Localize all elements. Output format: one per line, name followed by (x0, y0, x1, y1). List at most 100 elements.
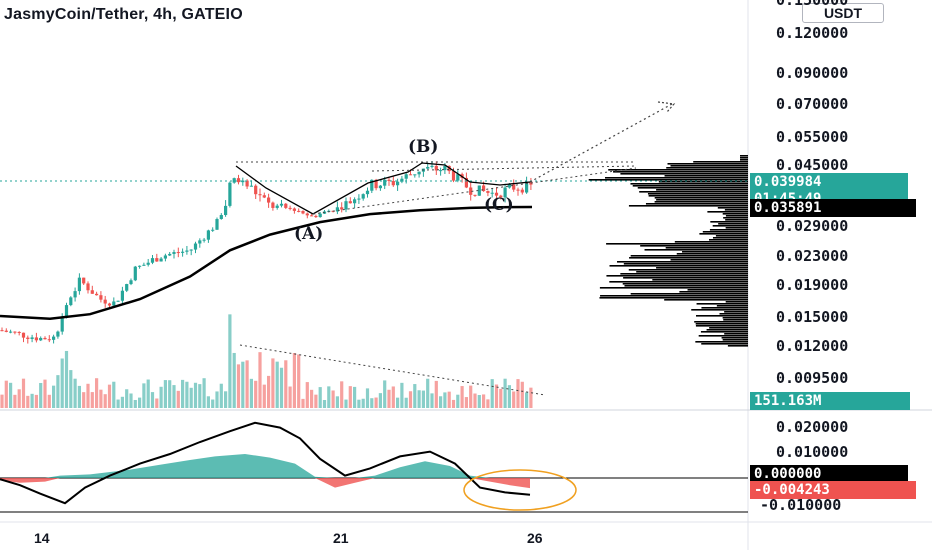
support-line (312, 167, 637, 215)
volume-bar (0, 394, 4, 408)
volume-profile-bar (716, 305, 748, 307)
candle-body (318, 213, 322, 218)
volume-profile-bar (722, 339, 748, 341)
candle-body (258, 194, 262, 196)
volume-badge: 151.163M (750, 392, 910, 410)
volume-profile-bar (725, 227, 748, 229)
volume-profile-bar (723, 217, 748, 219)
volume-profile-bar (624, 285, 748, 287)
volume-profile-bar (599, 297, 748, 299)
volume-bar (464, 397, 468, 408)
arrow-head-icon (657, 101, 676, 113)
volume-bar (4, 380, 8, 408)
price-tick: 0.019000 (776, 276, 849, 294)
oscillator-histogram-positive (0, 454, 530, 478)
candle-body (133, 266, 137, 281)
volume-bar (163, 380, 167, 408)
candle-body (305, 213, 309, 216)
volume-bar (107, 384, 112, 408)
volume-profile-bar (679, 291, 748, 293)
volume-bar (69, 370, 73, 408)
candle-body (357, 198, 361, 200)
volume-profile-bar (724, 209, 748, 211)
volume-bar (30, 393, 34, 408)
volume-profile-bar (701, 343, 748, 345)
volume-bar (529, 387, 533, 408)
volume-profile-bar (725, 301, 748, 303)
candle-body (430, 165, 434, 167)
candle-body (60, 316, 64, 332)
candle-body (219, 215, 223, 220)
volume-bar (267, 375, 271, 408)
volume-bar (228, 314, 232, 408)
candle-body (47, 339, 51, 341)
volume-bar (322, 399, 327, 408)
oscillator-tick: -0.010000 (760, 496, 842, 514)
volume-bar (404, 397, 408, 408)
candle-body (17, 331, 21, 333)
candle-body (43, 337, 47, 340)
price-tick: 0.055000 (776, 128, 849, 146)
volume-profile-bar (725, 215, 748, 217)
volume-bar (202, 378, 206, 408)
volume-bar (525, 392, 529, 408)
currency-button[interactable]: USDT (802, 3, 884, 23)
candle-body (374, 179, 378, 189)
volume-profile-bar (606, 275, 748, 277)
candle-body (439, 170, 443, 172)
candle-body (310, 215, 314, 217)
volume-bar (456, 394, 460, 408)
volume-profile-bar (637, 187, 748, 189)
volume-bar (335, 396, 339, 408)
volume-profile-bar (667, 163, 748, 165)
candle-body (82, 277, 86, 284)
volume-bar (275, 361, 279, 408)
candle-body (185, 250, 189, 252)
volume-bar (430, 393, 434, 408)
volume-bar (112, 381, 116, 408)
ma-value-badge: 0.035891 (750, 199, 916, 217)
candle-body (206, 230, 210, 240)
candle-body (181, 251, 185, 253)
candle-body (103, 299, 107, 304)
volume-bar (206, 396, 210, 408)
candle-body (232, 178, 236, 183)
price-tick: 0.150000 (776, 0, 849, 9)
volume-profile-bar (600, 295, 748, 297)
candle-body (267, 197, 271, 203)
candle-body (39, 337, 43, 341)
candle-body (262, 195, 266, 198)
price-tick: 0.029000 (776, 217, 849, 235)
oscillator-histogram-negative (0, 478, 530, 489)
candle-body (503, 187, 507, 198)
volume-bar (219, 383, 223, 408)
volume-bar (408, 391, 413, 408)
candle-body (301, 211, 305, 214)
volume-profile-bar (636, 271, 748, 273)
volume-bar (439, 396, 443, 408)
volume-profile-bar (718, 223, 748, 225)
candle-body (490, 192, 494, 194)
symbol-title[interactable]: JasmyCoin/Tether, 4h, GATEIO (4, 6, 243, 23)
volume-profile-bar (630, 293, 748, 295)
candle-body (404, 174, 408, 179)
candle-body (168, 253, 172, 256)
volume-profile-bar (712, 225, 748, 227)
wave-label-b: (B) (408, 137, 439, 157)
volume-bar (447, 391, 451, 408)
candle-body (314, 215, 318, 218)
volume-bar (340, 381, 344, 408)
price-tick: 0.090000 (776, 64, 849, 82)
volume-profile-bar (715, 235, 748, 237)
volume-profile-bar (656, 199, 748, 201)
candle-body (13, 331, 17, 333)
volume-bar (292, 353, 296, 408)
candle-body (340, 207, 344, 210)
volume-profile-bar (654, 201, 748, 203)
volume-bar (9, 382, 13, 408)
volume-profile-bar (687, 289, 748, 291)
volume-bar (155, 398, 159, 408)
volume-profile-bar (658, 181, 748, 183)
wave-label-c: (C) (484, 195, 514, 215)
